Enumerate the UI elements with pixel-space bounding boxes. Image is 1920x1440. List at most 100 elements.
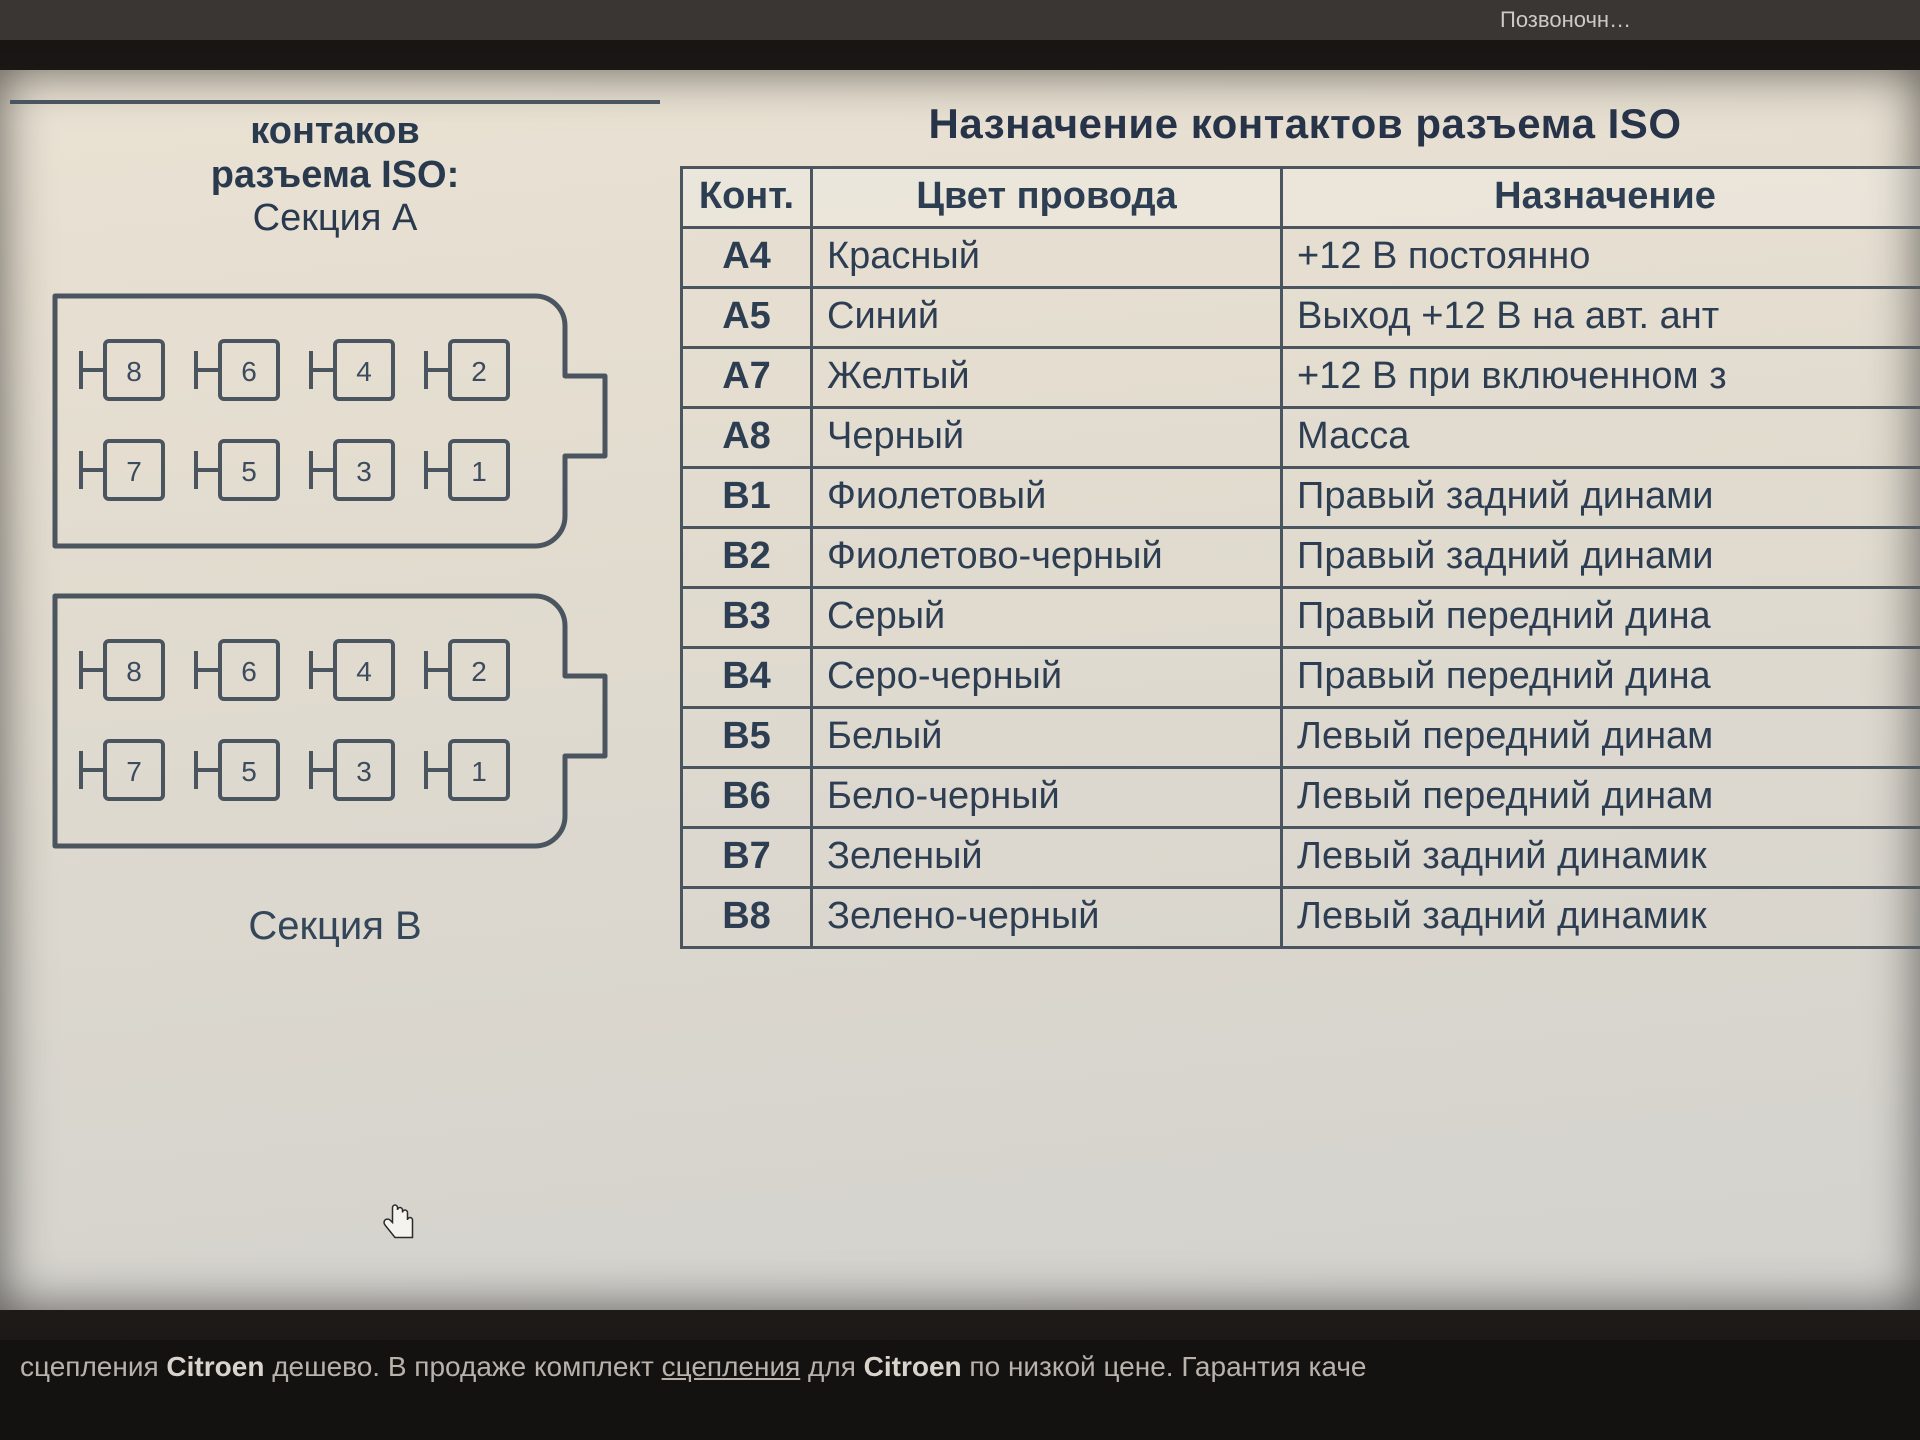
connector-pin: 2	[426, 641, 508, 699]
col-color: Цвет провода	[812, 168, 1282, 228]
connector-pin-label: 6	[241, 356, 257, 387]
section-a-label: Секция А	[10, 197, 660, 241]
document-page: контаков разъема ISO: Секция А 8 6 4 2 7 5 3 1 …	[0, 70, 1920, 1310]
col-func: Назначение	[1282, 168, 1920, 228]
cell-pin: B2	[682, 528, 812, 588]
connector-pin: 6	[196, 641, 278, 699]
connector-pin-label: 3	[356, 756, 372, 787]
cell-function: Правый передний дина	[1282, 648, 1920, 708]
cell-pin: B6	[682, 768, 812, 828]
table-row: B4Серо-черныйПравый передний дина	[682, 648, 1920, 708]
connector-pin: 4	[311, 341, 393, 399]
table-row: A5СинийВыход +12 В на авт. ант	[682, 288, 1920, 348]
col-pin: Конт.	[682, 168, 812, 228]
cell-pin: A7	[682, 348, 812, 408]
cell-function: Масса	[1282, 408, 1920, 468]
cell-function: Левый задний динамик	[1282, 888, 1920, 948]
connector-pin-label: 1	[471, 456, 487, 487]
connector-pin-label: 2	[471, 356, 487, 387]
cell-function: Левый задний динамик	[1282, 828, 1920, 888]
cell-wire-color: Белый	[812, 708, 1282, 768]
table-row: A4Красный+12 В постоянно	[682, 228, 1920, 288]
pinout-table-title: Назначение контактов разъема ISO	[680, 100, 1920, 148]
cell-wire-color: Зелено-черный	[812, 888, 1282, 948]
table-row: B3СерыйПравый передний дина	[682, 588, 1920, 648]
diagram-header-line1: контаков	[10, 110, 660, 154]
pinout-header-row: Конт. Цвет провода Назначение	[682, 168, 1920, 228]
cell-wire-color: Фиолетово-черный	[812, 528, 1282, 588]
cell-wire-color: Бело-черный	[812, 768, 1282, 828]
connector-pin-label: 4	[356, 356, 372, 387]
cursor-hand-icon	[380, 1200, 420, 1245]
cell-pin: B3	[682, 588, 812, 648]
ad-bar: сцепления Citroen дешево. В продаже комп…	[0, 1340, 1920, 1440]
cell-function: +12 В постоянно	[1282, 228, 1920, 288]
cell-function: Правый задний динами	[1282, 528, 1920, 588]
cell-pin: B7	[682, 828, 812, 888]
diagram-header-line2: разъема ISO:	[10, 154, 660, 198]
browser-tab-fragment: Позвоночн…	[1500, 7, 1631, 32]
cell-function: Правый передний дина	[1282, 588, 1920, 648]
cell-wire-color: Черный	[812, 408, 1282, 468]
section-b-label: Секция В	[10, 904, 660, 949]
section-a-outline	[55, 296, 605, 546]
browser-tab-bar: Позвоночн…	[0, 0, 1920, 40]
ad-underline-word[interactable]: сцепления	[662, 1351, 801, 1382]
cell-wire-color: Фиолетовый	[812, 468, 1282, 528]
connector-pin: 2	[426, 341, 508, 399]
pinout-body: A4Красный+12 В постоянноA5СинийВыход +12…	[682, 228, 1920, 948]
cell-wire-color: Синий	[812, 288, 1282, 348]
table-row: A7Желтый+12 В при включенном з	[682, 348, 1920, 408]
connector-pin-label: 8	[126, 656, 142, 687]
table-row: B1ФиолетовыйПравый задний динами	[682, 468, 1920, 528]
connector-pin: 4	[311, 641, 393, 699]
cell-pin: B4	[682, 648, 812, 708]
cell-wire-color: Красный	[812, 228, 1282, 288]
cell-function: Левый передний динам	[1282, 708, 1920, 768]
table-row: B5БелыйЛевый передний динам	[682, 708, 1920, 768]
connector-pin-label: 7	[126, 456, 142, 487]
table-row: A8ЧерныйМасса	[682, 408, 1920, 468]
screen-root: Позвоночн… контаков разъема ISO: Секция …	[0, 0, 1920, 1440]
diagram-header: контаков разъема ISO: Секция А	[10, 100, 660, 241]
connector-pin: 3	[311, 741, 393, 799]
iso-connector-svg: 8 6 4 2 7 5 3 1 8 6 4 2 7 5 3 1	[35, 256, 635, 886]
cell-function: +12 В при включенном з	[1282, 348, 1920, 408]
pinout-table: Конт. Цвет провода Назначение A4Красный+…	[680, 166, 1920, 949]
cell-pin: A4	[682, 228, 812, 288]
connector-pin-label: 2	[471, 656, 487, 687]
table-row: B2Фиолетово-черныйПравый задний динами	[682, 528, 1920, 588]
cell-wire-color: Желтый	[812, 348, 1282, 408]
cell-function: Правый задний динами	[1282, 468, 1920, 528]
connector-pin: 8	[81, 341, 163, 399]
connector-pin-label: 8	[126, 356, 142, 387]
connector-pin: 3	[311, 441, 393, 499]
section-b-pins: 8 6 4 2 7 5 3 1	[81, 641, 508, 799]
connector-pin-label: 5	[241, 456, 257, 487]
connector-pin: 7	[81, 741, 163, 799]
cell-wire-color: Серо-черный	[812, 648, 1282, 708]
connector-pin-label: 3	[356, 456, 372, 487]
cell-function: Левый передний динам	[1282, 768, 1920, 828]
cell-pin: A8	[682, 408, 812, 468]
cell-pin: B5	[682, 708, 812, 768]
cell-pin: B1	[682, 468, 812, 528]
cell-pin: A5	[682, 288, 812, 348]
table-row: B6Бело-черныйЛевый передний динам	[682, 768, 1920, 828]
connector-pin-label: 6	[241, 656, 257, 687]
cell-wire-color: Серый	[812, 588, 1282, 648]
ad-text-mid2: для	[800, 1351, 863, 1382]
connector-pin-label: 7	[126, 756, 142, 787]
connector-pin: 8	[81, 641, 163, 699]
section-a-pins: 8 6 4 2 7 5 3 1	[81, 341, 508, 499]
connector-pin-label: 5	[241, 756, 257, 787]
ad-brand-2: Citroen	[864, 1351, 962, 1382]
ad-brand-1: Citroen	[166, 1351, 264, 1382]
connector-pin-label: 1	[471, 756, 487, 787]
table-row: B8Зелено-черныйЛевый задний динамик	[682, 888, 1920, 948]
cell-function: Выход +12 В на авт. ант	[1282, 288, 1920, 348]
pinout-table-area: Назначение контактов разъема ISO Конт. Ц…	[680, 100, 1920, 949]
ad-text-mid: дешево. В продаже комплект	[264, 1351, 661, 1382]
connector-pin-label: 4	[356, 656, 372, 687]
connector-pin: 5	[196, 741, 278, 799]
